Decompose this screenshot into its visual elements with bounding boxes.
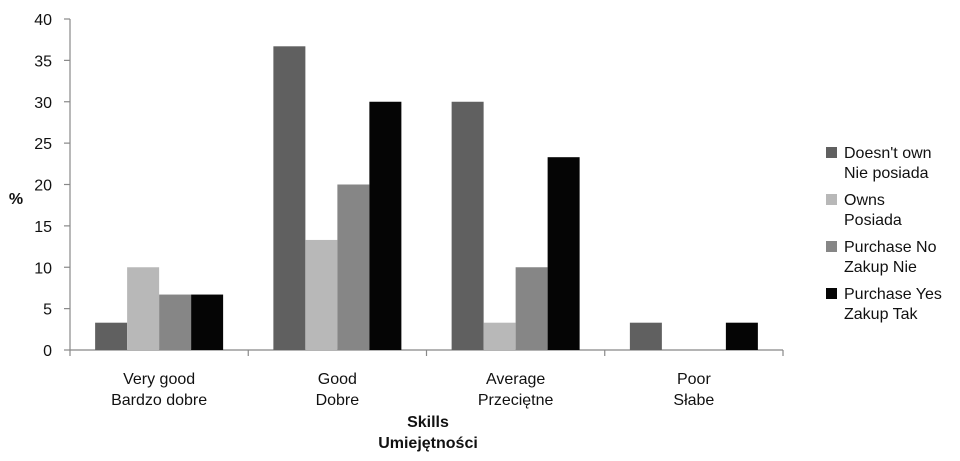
legend-label: Zakup Nie <box>844 259 917 276</box>
bar-1-series-3 <box>159 294 192 350</box>
x-axis-title-line: Umiejętności <box>378 435 478 452</box>
legend-label: Zakup Tak <box>844 306 919 323</box>
x-category-label: Average <box>486 371 545 388</box>
y-axis-ticks: 0 5 10 15 20 25 30 35 40 <box>34 12 70 360</box>
legend-label: Purchase Yes <box>844 286 942 303</box>
x-category-label: Słabe <box>673 392 714 409</box>
legend-label: Nie posiada <box>844 165 929 182</box>
y-tick-label: 25 <box>34 136 52 153</box>
bar-2-series-3 <box>337 184 370 350</box>
bar-3-series-2 <box>483 322 516 350</box>
y-tick-label: 5 <box>43 302 52 319</box>
legend-swatch <box>826 241 837 252</box>
y-axis-title: % <box>9 191 23 208</box>
legend-label: Owns <box>844 192 885 209</box>
bar-3-series-1 <box>451 101 484 350</box>
x-category-label: Bardzo dobre <box>111 392 207 409</box>
legend-label: Posiada <box>844 212 902 229</box>
x-axis-title: Skills Umiejętności <box>378 414 478 452</box>
legend-swatch <box>826 194 837 205</box>
y-tick-label: 15 <box>34 219 52 236</box>
y-tick-label: 10 <box>34 260 52 277</box>
bar-2-series-1 <box>273 46 306 351</box>
y-tick-label: 20 <box>34 178 52 195</box>
y-tick-label: 40 <box>34 12 52 29</box>
bar-4-series-1 <box>629 322 662 350</box>
legend-label: Doesn't own <box>844 145 932 162</box>
legend-label: Purchase No <box>844 239 937 256</box>
bar-2-series-4 <box>369 101 402 350</box>
legend-swatch <box>826 147 837 158</box>
bar-2-series-2 <box>305 239 338 350</box>
bar-3-series-3 <box>515 267 548 350</box>
bar-4-series-4 <box>725 322 758 350</box>
legend-swatch <box>826 288 837 299</box>
x-category-label: Poor <box>677 371 711 388</box>
x-axis-title-line: Skills <box>407 414 449 431</box>
bar-1-series-4 <box>191 294 224 350</box>
bar-1-series-2 <box>127 267 160 350</box>
x-category-label: Przeciętne <box>478 392 554 409</box>
x-axis-category-labels: Very good Bardzo dobre Good Dobre Average Prz… <box>111 371 714 409</box>
bar-1-series-1 <box>95 322 128 350</box>
legend: Doesn't own Nie posiada Owns Posiada Purchas… <box>826 145 942 323</box>
bar-3-series-4 <box>547 157 580 350</box>
bars <box>95 46 758 351</box>
x-category-label: Good <box>318 371 357 388</box>
y-tick-label: 0 <box>43 343 52 360</box>
y-tick-label: 30 <box>34 95 52 112</box>
y-tick-label: 35 <box>34 53 52 70</box>
x-category-label: Very good <box>123 371 195 388</box>
x-category-label: Dobre <box>316 392 360 409</box>
